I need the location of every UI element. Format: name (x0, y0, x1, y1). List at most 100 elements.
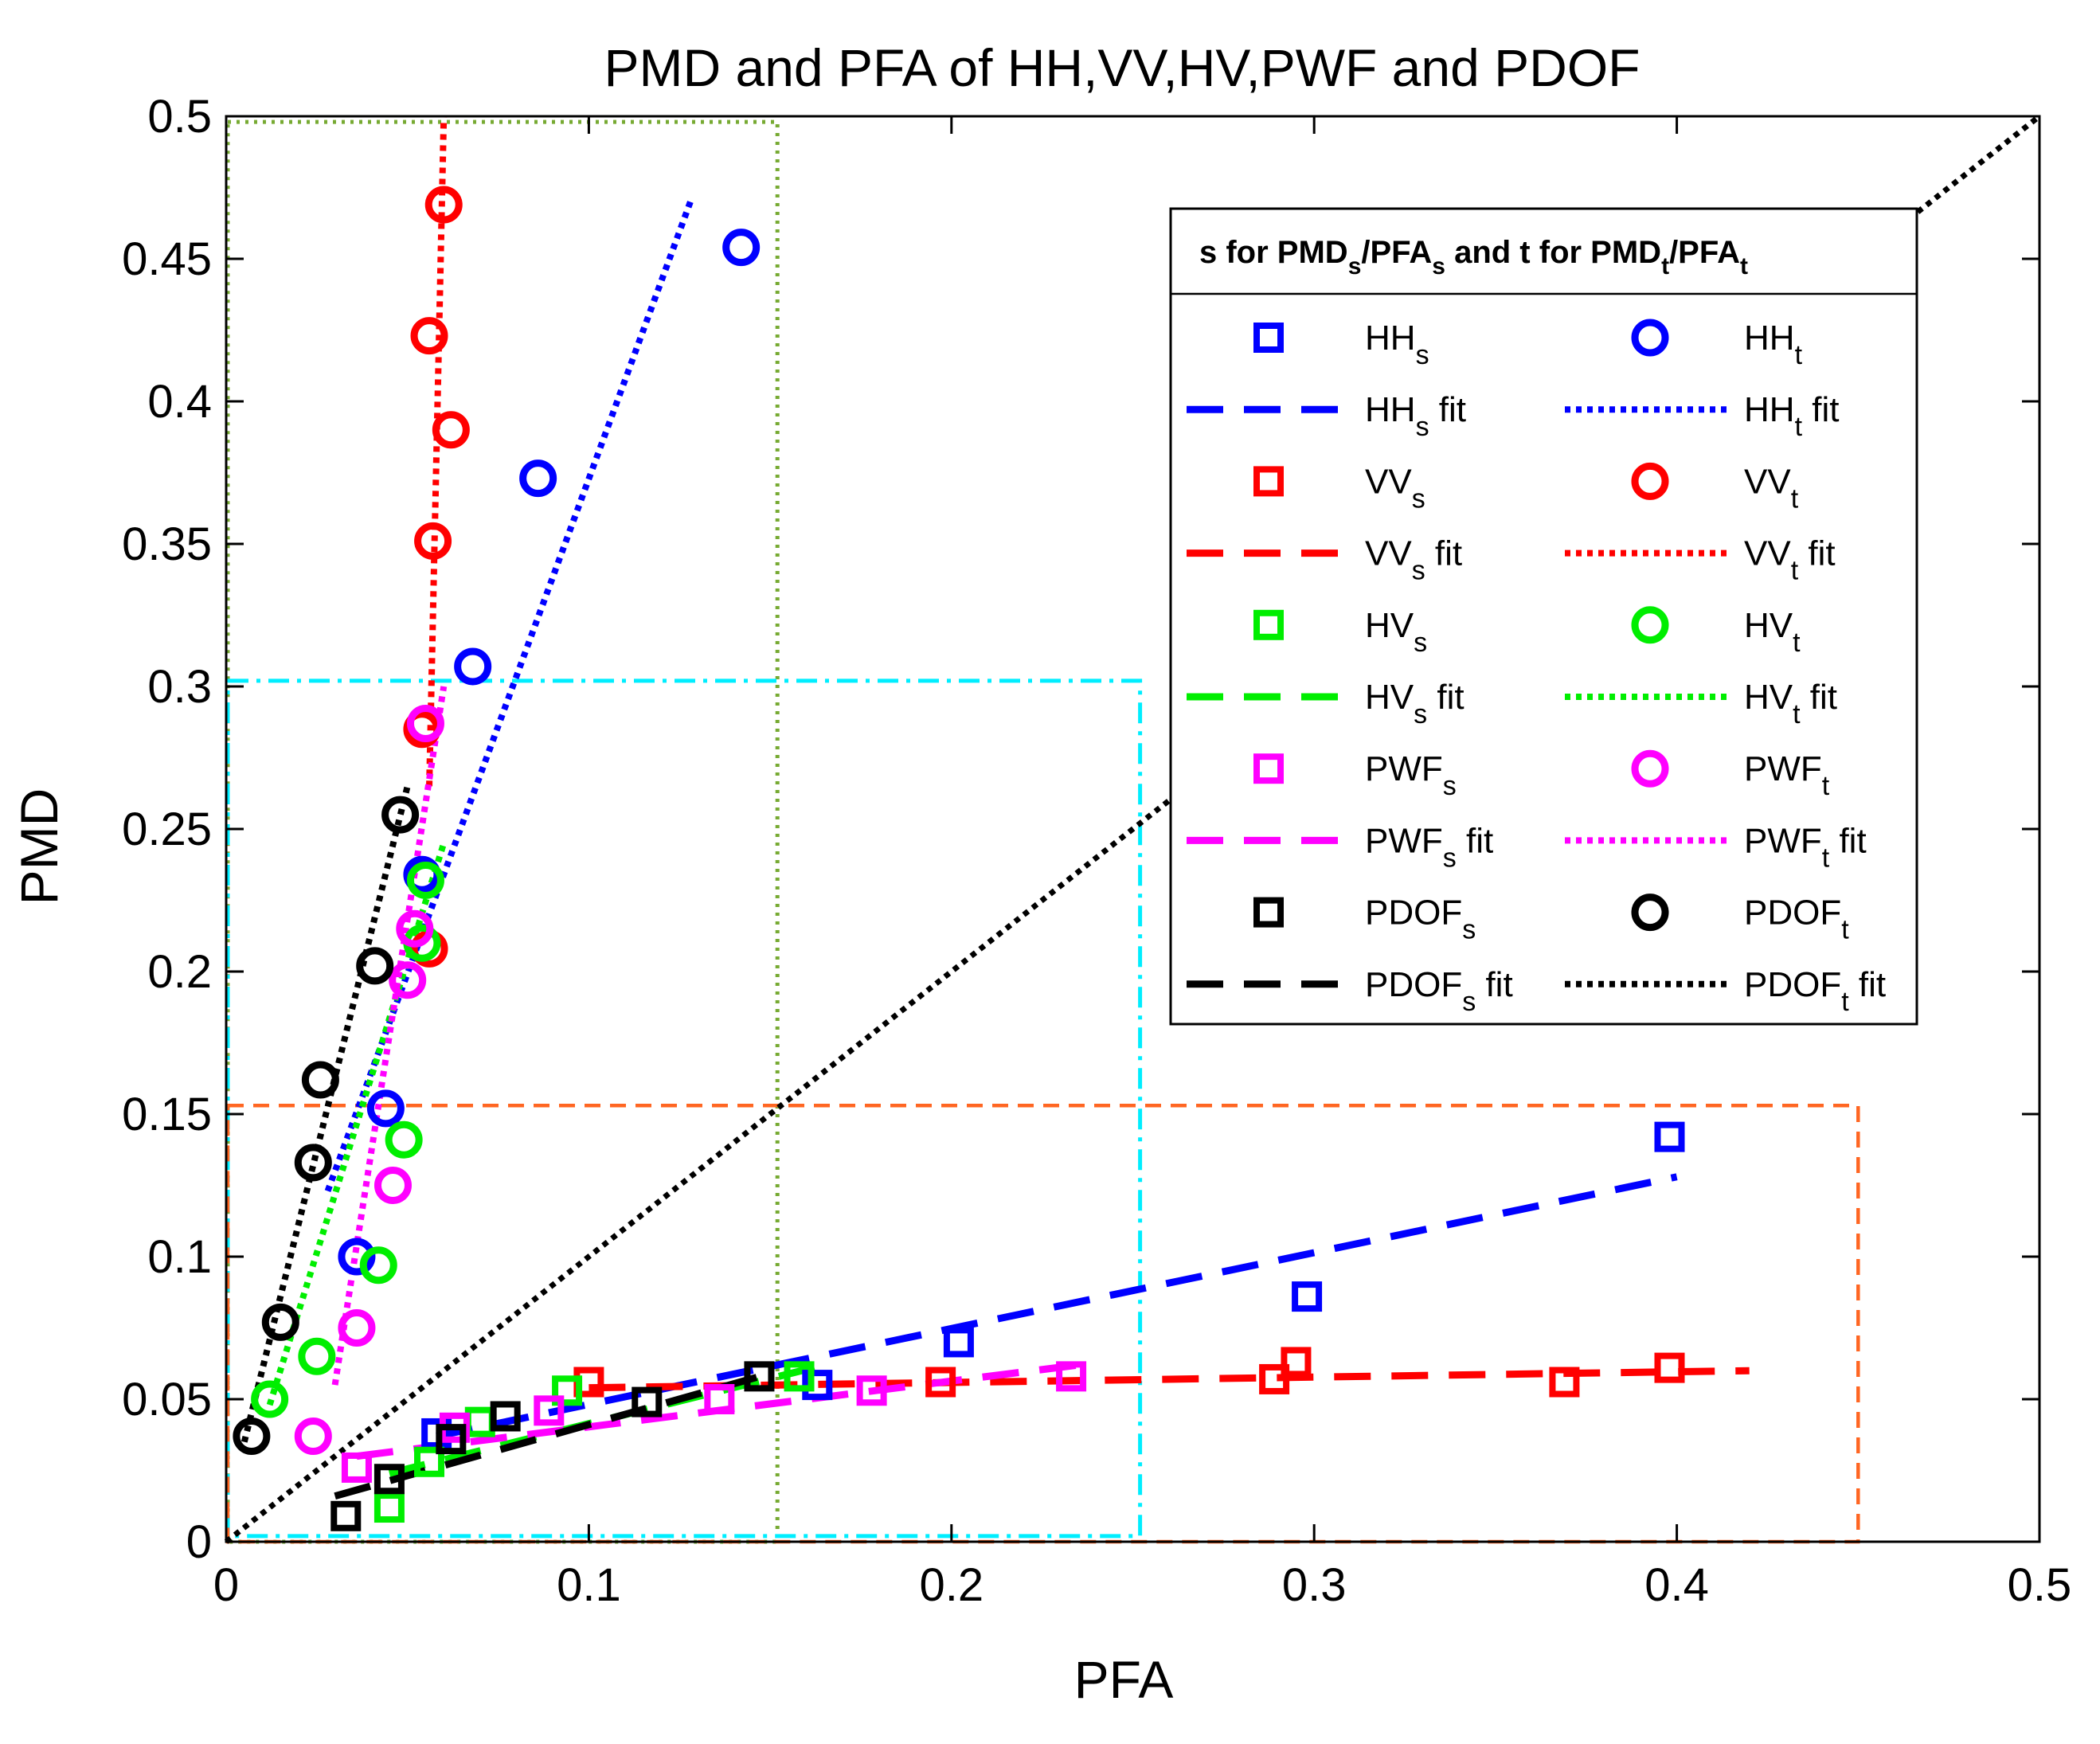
legend-marker-pwf-t (1631, 749, 1669, 788)
legend-title-part: s for PMD (1199, 235, 1348, 270)
fit-line-vv-s (589, 1367, 1750, 1392)
legend: s for PMDs/PFAs and t for PMDt/PFAt HHsH… (1169, 207, 1918, 1026)
point-pdof-t-1 (261, 1303, 299, 1341)
legend-fit-label-sub: s (1462, 987, 1476, 1017)
legend-marker-pdof-s (1253, 897, 1284, 928)
legend-title-part: and t for PMD (1445, 235, 1661, 270)
point-hh-t-1 (366, 1089, 405, 1128)
legend-fit-label-suffix: fit (1427, 678, 1464, 717)
legend-label-sub: s (1414, 628, 1427, 658)
legend-marker-vv-s (1253, 466, 1284, 497)
legend-label-sub: t (1795, 340, 1803, 370)
y-tick-label: 0.05 (122, 1374, 212, 1425)
legend-title-sub: s (1432, 253, 1445, 280)
point-pwf-s-2 (534, 1395, 565, 1426)
y-tick-label: 0.25 (122, 804, 212, 855)
point-pdof-t-2 (294, 1144, 332, 1182)
legend-box (1169, 207, 1918, 1026)
x-tick-label: 0.1 (557, 1559, 621, 1611)
legend-fit-label-sub: s (1416, 412, 1429, 442)
point-pdof-s-5 (744, 1361, 775, 1392)
legend-fit-label-suffix: fit (1802, 390, 1839, 429)
point-vv-s-2 (1259, 1363, 1290, 1394)
legend-label-sub: s (1412, 483, 1425, 514)
point-pwf-t-0 (294, 1417, 332, 1456)
point-pwf-s-0 (341, 1452, 372, 1483)
y-tick-label: 0.4 (147, 376, 212, 428)
fit-line-hv-t (266, 842, 448, 1406)
point-vv-t-5 (424, 186, 463, 224)
y-axis-label: PMD (10, 788, 68, 905)
point-pdof-s-4 (632, 1386, 663, 1417)
point-vv-t-3 (410, 317, 448, 355)
point-pwf-t-1 (338, 1309, 376, 1347)
y-tick-label: 0.35 (122, 518, 212, 570)
x-tick-label: 0 (213, 1559, 239, 1611)
point-hv-s-0 (373, 1492, 405, 1523)
point-vv-s-5 (1654, 1352, 1685, 1383)
region-green-dotted (225, 119, 780, 1544)
point-hv-t-1 (298, 1337, 336, 1375)
point-pdof-s-0 (330, 1500, 362, 1531)
region-orange-dashed (225, 1104, 1860, 1544)
point-pdof-t-0 (233, 1417, 271, 1456)
region-cyan-dashdot (225, 678, 1143, 1539)
point-vv-s-3 (1281, 1347, 1312, 1378)
point-vv-s-4 (1549, 1367, 1580, 1398)
legend-marker-pdof-t (1631, 894, 1669, 932)
point-hh-s-1 (802, 1370, 833, 1401)
point-vv-t-2 (414, 522, 452, 560)
legend-fit-label-sub: t (1822, 843, 1830, 873)
legend-label-sub: t (1793, 628, 1801, 658)
legend-fit-label-sub: s (1443, 843, 1457, 873)
point-hv-s-1 (414, 1446, 445, 1477)
legend-marker-hv-s (1253, 609, 1284, 640)
y-tick-label: 0.1 (147, 1231, 212, 1283)
x-tick-label: 0.5 (2008, 1559, 2072, 1611)
y-tick-label: 0.2 (147, 946, 212, 998)
legend-marker-hh-t (1631, 319, 1669, 357)
point-pdof-t-4 (356, 947, 394, 985)
point-pwf-s-5 (1056, 1361, 1087, 1392)
legend-marker-pwf-s (1253, 753, 1284, 784)
point-vv-t-4 (432, 411, 470, 449)
legend-marker-vv-t (1631, 462, 1669, 500)
point-hh-s-3 (1292, 1281, 1323, 1312)
point-pwf-t-5 (406, 705, 444, 743)
legend-label-sub: t (1822, 771, 1830, 801)
legend-fit-label-suffix: fit (1425, 534, 1462, 573)
fit-line-hv-s (388, 1361, 826, 1477)
point-pdof-t-3 (301, 1061, 339, 1099)
legend-label-sub: s (1462, 915, 1476, 945)
legend-fit-label-suffix: fit (1476, 965, 1512, 1004)
fit-line-hh-s (436, 1173, 1678, 1440)
legend-fit-label-sub: t (1795, 412, 1803, 442)
y-tick-label: 0.5 (147, 91, 212, 143)
x-tick-label: 0.4 (1644, 1559, 1709, 1611)
point-hv-s-4 (784, 1361, 815, 1392)
point-pdof-s-3 (490, 1401, 521, 1432)
point-hv-t-3 (385, 1120, 423, 1159)
legend-fit-label-suffix: fit (1429, 390, 1466, 429)
chart-title: PMD and PFA of HH,VV,HV,PWF and PDOF (604, 38, 1641, 97)
legend-fit-label-suffix: fit (1801, 678, 1837, 717)
y-tick-label: 0.15 (122, 1089, 212, 1140)
point-hv-t-2 (359, 1246, 397, 1285)
point-hv-s-3 (552, 1375, 583, 1406)
legend-fit-label-suffix: fit (1798, 534, 1835, 573)
x-tick-label: 0.3 (1282, 1559, 1347, 1611)
point-hh-t-0 (338, 1238, 376, 1276)
fit-line-pdof-s (334, 1370, 772, 1500)
legend-fit-label-sub: t (1793, 699, 1801, 729)
legend-fit-label-sub: s (1412, 556, 1425, 586)
point-hh-s-4 (1654, 1121, 1685, 1152)
legend-title-sub: s (1348, 253, 1362, 280)
legend-label-sub: s (1416, 340, 1429, 370)
fit-line-vv-t (426, 115, 448, 787)
legend-title-sub: t (1661, 253, 1669, 280)
data-markers (233, 186, 1685, 1531)
legend-label-sub: t (1791, 483, 1799, 514)
point-pdof-t-5 (381, 796, 420, 834)
y-tick-label: 0.3 (147, 661, 212, 713)
